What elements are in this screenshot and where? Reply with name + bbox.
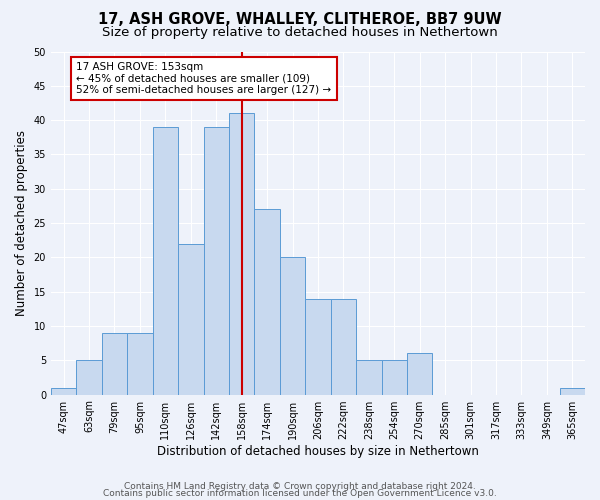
Bar bbox=[76, 360, 102, 394]
Bar bbox=[560, 388, 585, 394]
Bar bbox=[356, 360, 382, 394]
Bar bbox=[305, 298, 331, 394]
Bar bbox=[203, 127, 229, 394]
Text: 17, ASH GROVE, WHALLEY, CLITHEROE, BB7 9UW: 17, ASH GROVE, WHALLEY, CLITHEROE, BB7 9… bbox=[98, 12, 502, 28]
Bar bbox=[382, 360, 407, 394]
Bar bbox=[51, 388, 76, 394]
Bar bbox=[229, 114, 254, 394]
Bar bbox=[331, 298, 356, 394]
Bar bbox=[102, 333, 127, 394]
Bar bbox=[407, 354, 433, 395]
Bar bbox=[178, 244, 203, 394]
Text: Size of property relative to detached houses in Nethertown: Size of property relative to detached ho… bbox=[102, 26, 498, 39]
Bar bbox=[280, 258, 305, 394]
Y-axis label: Number of detached properties: Number of detached properties bbox=[15, 130, 28, 316]
Bar bbox=[127, 333, 152, 394]
Bar bbox=[254, 210, 280, 394]
Text: Contains public sector information licensed under the Open Government Licence v3: Contains public sector information licen… bbox=[103, 490, 497, 498]
Text: Contains HM Land Registry data © Crown copyright and database right 2024.: Contains HM Land Registry data © Crown c… bbox=[124, 482, 476, 491]
X-axis label: Distribution of detached houses by size in Nethertown: Distribution of detached houses by size … bbox=[157, 444, 479, 458]
Bar bbox=[152, 127, 178, 394]
Text: 17 ASH GROVE: 153sqm
← 45% of detached houses are smaller (109)
52% of semi-deta: 17 ASH GROVE: 153sqm ← 45% of detached h… bbox=[76, 62, 331, 95]
